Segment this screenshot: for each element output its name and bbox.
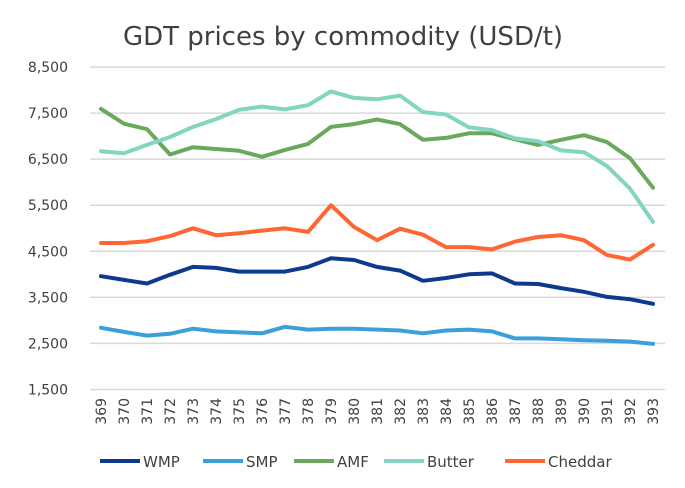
y-tick-label: 2,500 — [28, 336, 68, 352]
x-tick-label: 371 — [140, 398, 156, 425]
x-tick-label: 384 — [439, 398, 455, 425]
y-tick-label: 8,500 — [28, 60, 68, 76]
x-tick-label: 386 — [485, 398, 501, 425]
x-tick-label: 387 — [508, 398, 524, 425]
series-line-cheddar — [99, 203, 655, 262]
x-tick-label: 372 — [163, 398, 179, 425]
series-line-wmp — [99, 256, 655, 306]
x-tick-label: 369 — [94, 398, 110, 425]
legend-label: AMF — [337, 453, 369, 471]
x-tick-label: 370 — [117, 398, 133, 425]
x-tick-label: 380 — [347, 398, 363, 425]
x-tick-label: 391 — [600, 398, 616, 425]
legend-label: Butter — [427, 453, 475, 471]
x-tick-label: 377 — [278, 398, 294, 425]
legend-label: SMP — [246, 453, 278, 471]
x-tick-label: 388 — [531, 398, 547, 425]
x-tick-label: 378 — [301, 398, 317, 425]
chart-title: GDT prices by commodity (USD/t) — [123, 22, 563, 52]
series-line-butter — [99, 89, 655, 224]
y-tick-label: 5,500 — [28, 198, 68, 214]
legend-label: Cheddar — [548, 453, 612, 471]
x-tick-label: 375 — [232, 398, 248, 425]
x-tick-label: 392 — [623, 398, 639, 425]
x-tick-label: 379 — [324, 398, 340, 425]
legend-label: WMP — [143, 453, 180, 471]
series-line-smp — [99, 324, 655, 346]
x-tick-label: 374 — [209, 398, 225, 425]
x-tick-label: 373 — [186, 398, 202, 425]
x-tick-label: 393 — [646, 398, 662, 425]
x-tick-label: 381 — [370, 398, 386, 425]
series-line-amf — [99, 106, 655, 190]
y-tick-label: 4,500 — [28, 244, 68, 260]
y-tick-label: 6,500 — [28, 152, 68, 168]
y-tick-label: 3,500 — [28, 290, 68, 306]
x-tick-label: 389 — [554, 398, 570, 425]
x-tick-label: 376 — [255, 398, 271, 425]
y-tick-label: 1,500 — [28, 383, 68, 399]
y-tick-label: 7,500 — [28, 106, 68, 122]
x-tick-label: 382 — [393, 398, 409, 425]
x-tick-label: 383 — [416, 398, 432, 425]
x-tick-label: 390 — [577, 398, 593, 425]
x-tick-label: 385 — [462, 398, 478, 425]
